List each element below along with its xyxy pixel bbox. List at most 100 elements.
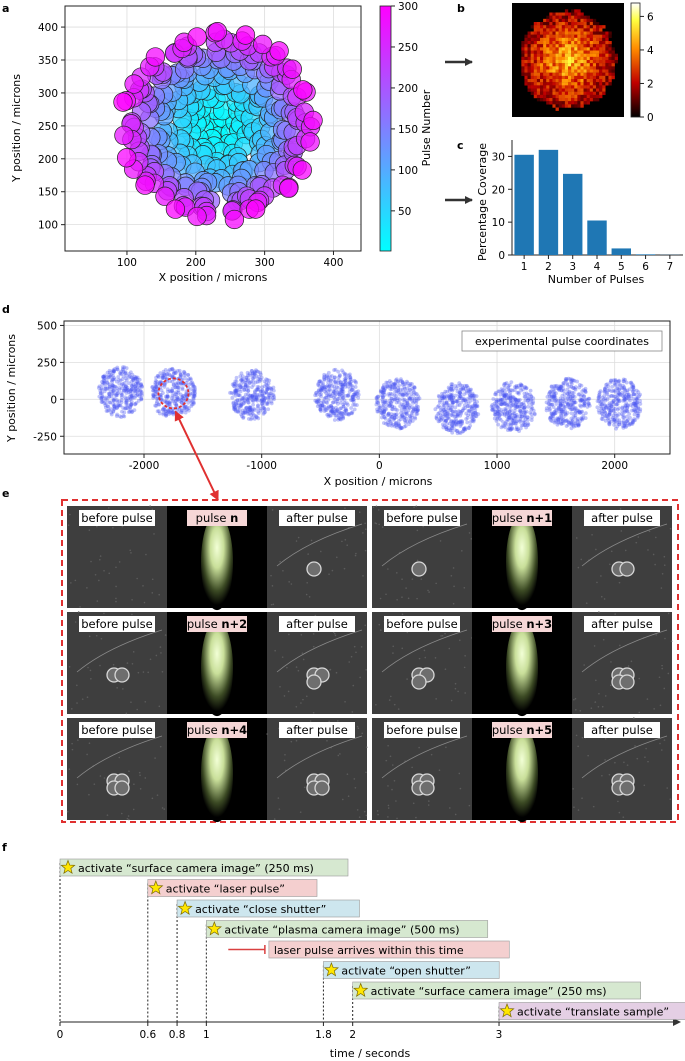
pulse-point (107, 395, 111, 399)
pulse-point (124, 386, 129, 391)
pulse-point (128, 405, 133, 410)
pulse-point (125, 385, 130, 390)
pulse-point (178, 399, 182, 404)
heatmap-cell (583, 25, 587, 29)
pulse-point (183, 376, 187, 381)
surface-speckle (610, 550, 613, 553)
heatmap-cell (536, 98, 541, 102)
surface-speckle (458, 772, 461, 775)
heatmap-cell (592, 28, 597, 32)
pulse-point (234, 386, 239, 391)
heatmap-cell (577, 98, 581, 102)
pulse-point (190, 383, 195, 388)
before-label: before pulse (81, 723, 153, 737)
heatmap-cell (549, 82, 553, 86)
pulse-point (517, 429, 521, 434)
pulse-point (191, 388, 196, 393)
heatmap-cell (611, 60, 615, 64)
pulse-point (523, 405, 527, 410)
heatmap-cell (533, 50, 538, 54)
pulse-point (173, 385, 178, 390)
pulse-point (107, 375, 112, 380)
pulse-point (264, 390, 269, 395)
pulse-point (518, 414, 523, 419)
pulse-point (178, 381, 183, 385)
pulse-point (259, 402, 264, 407)
pulse-point (254, 373, 259, 378)
surface-speckle (118, 561, 121, 563)
pulse-point (250, 376, 255, 381)
heatmap-cell (611, 63, 615, 67)
surface-speckle (389, 755, 392, 758)
heatmap-cell (555, 12, 559, 16)
pulse-point (436, 403, 441, 408)
heatmap-cell (561, 101, 566, 105)
pulse-circle (135, 175, 155, 195)
pulse-point (513, 415, 518, 420)
pulse-point (133, 385, 138, 389)
pulse-point (245, 397, 250, 402)
pulse-point (121, 374, 126, 379)
panel-c-x-label: Number of Pulses (548, 273, 645, 286)
surface-speckle (638, 711, 641, 714)
pulse-point (112, 369, 116, 374)
heatmap-cell (580, 104, 584, 108)
heatmap-cell (577, 44, 581, 48)
surface-speckle (415, 816, 417, 819)
pulse-point (239, 402, 244, 406)
pulse-point (449, 384, 454, 389)
surface-speckle (122, 688, 124, 690)
pulse-point (320, 403, 325, 408)
panel-f-x-label: time / seconds (330, 1047, 411, 1060)
pulse-point (239, 381, 244, 386)
surface-speckle (604, 695, 607, 697)
pulse-point (256, 370, 261, 374)
pulse-point (112, 404, 117, 409)
heatmap-cell (546, 47, 550, 51)
pulse-point (240, 411, 245, 415)
pulse-circle (235, 25, 256, 45)
pulse-point (158, 393, 163, 397)
pulse-point (187, 382, 191, 387)
pulse-point (249, 369, 254, 373)
heatmap-cell (599, 79, 603, 83)
pulse-point (558, 403, 563, 408)
heatmap-cell (602, 91, 606, 96)
surface-speckle (290, 583, 293, 585)
pulse-point (331, 405, 335, 410)
surface-speckle (355, 552, 357, 555)
heatmap-cell (530, 82, 534, 86)
pulse-point (234, 403, 239, 408)
pulse-point (621, 412, 626, 417)
pulse-point (191, 396, 196, 401)
pulse-point (265, 377, 270, 382)
y-tick-label: 350 (38, 55, 58, 67)
pulse-point (179, 382, 184, 386)
pulse-point (165, 394, 170, 399)
heatmap-cell (589, 91, 594, 96)
heatmap-cell (558, 101, 562, 105)
pulse-point (517, 397, 522, 402)
pulse-point (348, 375, 353, 380)
pulse-point (516, 390, 521, 395)
heatmap-cell (568, 88, 572, 92)
heatmap-cell (564, 44, 569, 48)
pulse-point (249, 379, 254, 384)
pulse-point (399, 407, 404, 412)
heatmap-cell (558, 22, 562, 26)
heatmap-cell (599, 82, 603, 86)
heatmap-cell (527, 85, 531, 89)
pulse-point (242, 411, 247, 416)
pulse-point (123, 386, 127, 391)
heatmap-cell (596, 50, 600, 54)
pulse-point (159, 395, 163, 399)
surface-speckle (100, 637, 103, 640)
heatmap-cell (608, 82, 612, 86)
pulse-point (183, 404, 188, 409)
heatmap-cell (540, 25, 544, 29)
heatmap-cell (536, 85, 541, 89)
heatmap-cell (561, 79, 566, 83)
pulse-point (186, 373, 190, 378)
after-label: after pulse (591, 511, 653, 525)
